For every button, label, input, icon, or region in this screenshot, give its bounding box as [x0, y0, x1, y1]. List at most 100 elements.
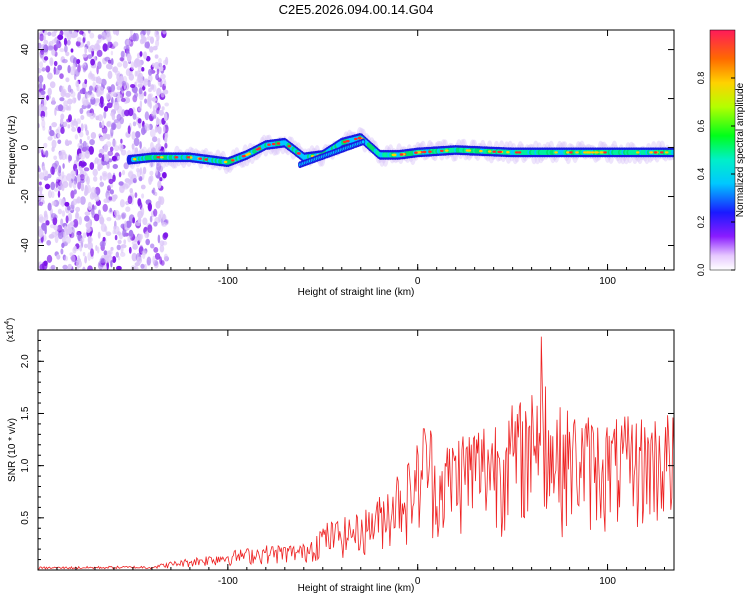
noise-blob	[102, 203, 108, 212]
noise-blob	[67, 39, 71, 46]
noise-blob	[89, 32, 95, 39]
noise-blob	[128, 73, 134, 81]
noise-blob	[148, 87, 152, 93]
noise-blob	[99, 240, 106, 248]
noise-blob	[87, 104, 91, 109]
noise-blob	[78, 153, 83, 159]
noise-blob	[61, 171, 65, 179]
noise-blob	[41, 67, 46, 72]
noise-blob	[93, 213, 100, 222]
noise-blob	[104, 133, 109, 139]
snr-scale-factor: (x104)	[4, 318, 15, 342]
noise-blob	[60, 127, 65, 134]
noise-blob	[46, 240, 52, 246]
noise-blob	[145, 238, 150, 246]
noise-blob	[90, 207, 95, 216]
ridge-peak	[296, 152, 301, 155]
spectrogram-heatmap	[38, 30, 674, 270]
noise-blob	[56, 254, 61, 260]
noise-blob	[106, 102, 113, 109]
noise-blob	[82, 37, 86, 44]
noise-blob	[141, 67, 145, 72]
noise-blob	[107, 70, 113, 80]
noise-blob	[84, 46, 88, 55]
noise-blob	[67, 212, 73, 222]
noise-blob	[67, 98, 73, 105]
noise-blob	[57, 190, 61, 198]
noise-blob	[93, 43, 100, 52]
noise-blob	[118, 171, 122, 178]
ridge-peak	[649, 151, 653, 154]
noise-blob	[117, 256, 121, 261]
noise-blob	[112, 229, 116, 235]
noise-blob	[76, 231, 81, 238]
x-tick-label: 0	[415, 276, 421, 287]
noise-blob	[63, 37, 68, 46]
noise-blob	[76, 259, 82, 269]
noise-blob	[44, 109, 48, 118]
noise-blob	[47, 190, 53, 199]
noise-blob	[46, 254, 53, 263]
noise-blob	[164, 136, 168, 144]
noise-blob	[50, 213, 57, 219]
noise-blob	[38, 67, 42, 74]
noise-blob	[88, 85, 94, 92]
noise-blob	[64, 139, 69, 146]
snr-y-axis: 0.5 1.0 1.5 2.0	[20, 339, 674, 561]
noise-blob	[121, 80, 127, 86]
noise-blob	[38, 172, 45, 180]
noise-blob	[105, 33, 112, 42]
noise-blob	[136, 78, 141, 84]
noise-blob	[73, 245, 77, 252]
noise-blob	[76, 58, 81, 65]
x-tick-label: -100	[218, 576, 238, 587]
noise-blob	[64, 153, 68, 160]
noise-blob	[127, 235, 132, 243]
noise-blob	[137, 118, 142, 124]
noise-blob	[51, 122, 58, 128]
noise-blob	[65, 51, 70, 57]
noise-blob	[142, 217, 148, 226]
noise-blob	[162, 240, 168, 246]
noise-blob	[38, 226, 42, 231]
noise-blob	[86, 227, 91, 233]
x-tick-label: 100	[599, 576, 616, 587]
x-tick-label: 100	[599, 276, 616, 287]
ridge-peak	[595, 151, 599, 154]
noise-blob	[147, 79, 151, 88]
noise-blob	[150, 142, 154, 150]
noise-blob	[142, 79, 149, 86]
noise-blob	[62, 264, 68, 270]
noise-blob	[161, 106, 165, 111]
ridge-peak	[506, 151, 510, 154]
noise-blob	[156, 162, 162, 172]
noise-blob	[45, 65, 51, 73]
noise-blob	[109, 207, 112, 213]
noise-blob	[71, 127, 77, 132]
noise-blob	[75, 168, 78, 176]
colorbar: 0.0 0.2 0.4 0.6 0.8 Normalized spectral ampl…	[696, 29, 746, 276]
noise-blob	[137, 83, 143, 88]
noise-blob	[97, 114, 104, 122]
noise-blob	[108, 196, 113, 201]
noise-blob	[143, 51, 148, 60]
noise-blob	[103, 143, 109, 153]
ridge-peak	[417, 151, 422, 154]
noise-blob	[107, 172, 112, 181]
noise-blob	[107, 64, 113, 70]
noise-blob	[160, 260, 165, 266]
noise-blob	[59, 180, 64, 187]
noise-blob	[128, 246, 132, 254]
noise-blob	[61, 210, 66, 217]
noise-blob	[157, 137, 161, 145]
noise-blob	[47, 87, 52, 96]
snr-scale-exponent: 4	[4, 321, 11, 325]
noise-blob	[127, 125, 131, 135]
ridge-peak	[276, 142, 281, 145]
noise-blob	[126, 39, 132, 46]
noise-blob	[52, 216, 58, 226]
noise-blob	[161, 222, 168, 227]
colorbar-label: Normalized spectral amplitude	[735, 82, 746, 217]
noise-blob	[120, 245, 124, 254]
noise-blob	[55, 105, 62, 112]
